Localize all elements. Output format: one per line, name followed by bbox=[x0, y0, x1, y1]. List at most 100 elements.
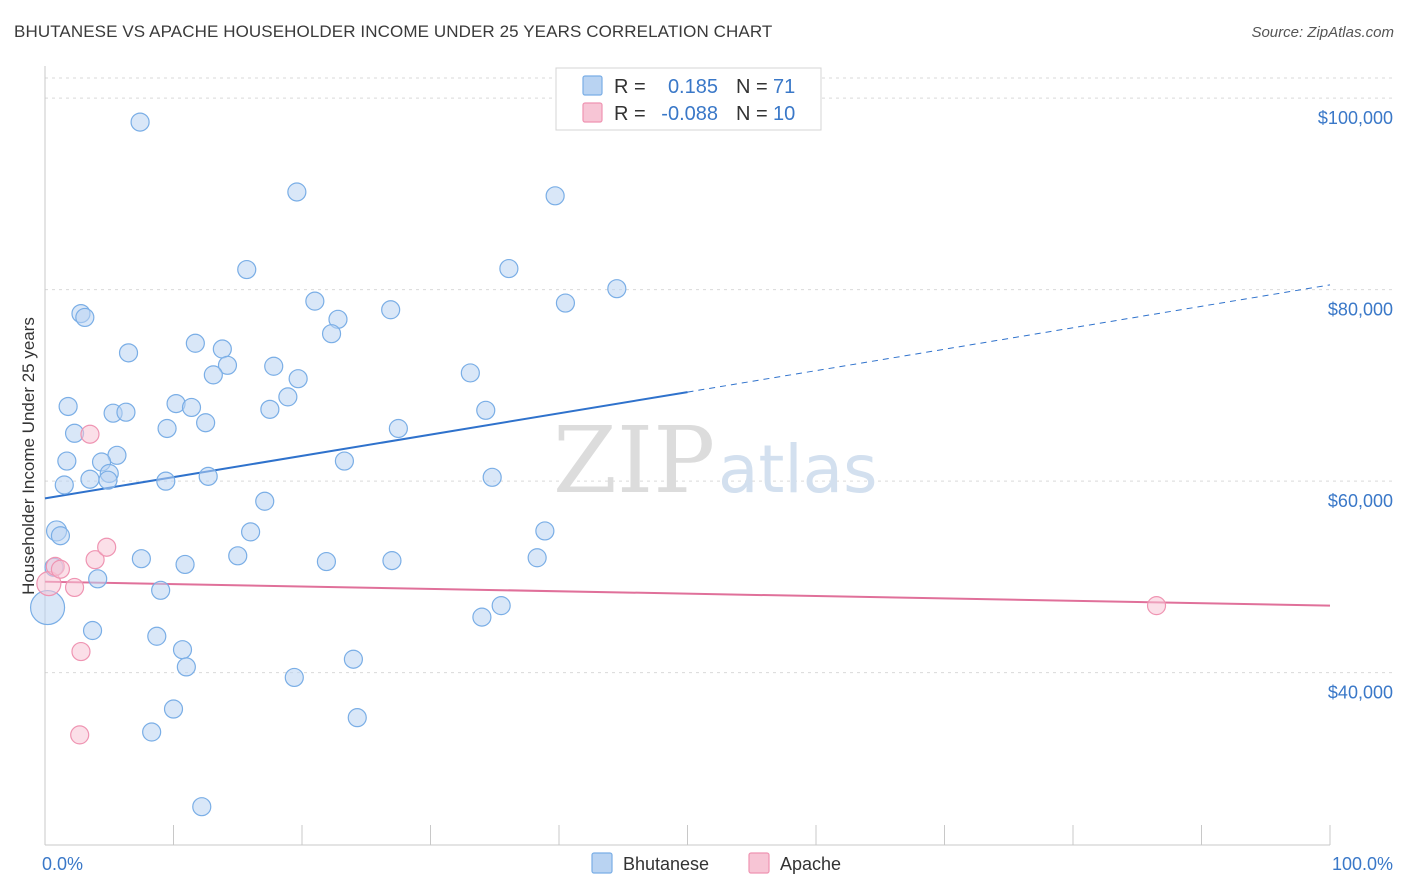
point-apache bbox=[97, 537, 117, 557]
source-label: Source: ZipAtlas.com bbox=[1251, 24, 1394, 41]
point-bhutanese bbox=[460, 363, 480, 383]
point-bhutanese bbox=[499, 258, 519, 279]
trend-line-bhutanese bbox=[44, 391, 688, 500]
point-bhutanese bbox=[287, 182, 307, 202]
point-bhutanese bbox=[118, 343, 139, 363]
y-tick-label: $100,000 bbox=[1318, 108, 1393, 128]
point-bhutanese bbox=[181, 397, 202, 418]
point-bhutanese bbox=[196, 413, 216, 433]
point-apache bbox=[85, 550, 105, 570]
watermark-atlas: atlas bbox=[718, 431, 878, 508]
point-bhutanese bbox=[545, 186, 565, 206]
point-bhutanese bbox=[54, 475, 74, 495]
point-bhutanese bbox=[58, 396, 78, 417]
point-apache bbox=[70, 725, 90, 745]
point-bhutanese bbox=[142, 722, 162, 742]
legend-r-value: -0.088 bbox=[661, 103, 718, 125]
point-bhutanese bbox=[284, 667, 304, 688]
trend-extension-bhutanese bbox=[687, 284, 1331, 393]
point-bhutanese bbox=[491, 596, 511, 616]
legend-n-value: 71 bbox=[773, 76, 795, 98]
point-bhutanese bbox=[278, 387, 298, 407]
y-tick-labels: $100,000 $80,000 $60,000 $40,000 bbox=[1318, 108, 1393, 703]
legend-swatch-apache bbox=[582, 102, 603, 123]
legend-n-value: 10 bbox=[773, 103, 795, 125]
data-points bbox=[29, 112, 1167, 817]
point-bhutanese bbox=[334, 451, 355, 471]
point-bhutanese bbox=[50, 526, 71, 546]
point-bhutanese bbox=[482, 467, 502, 487]
point-bhutanese bbox=[88, 569, 108, 589]
point-bhutanese bbox=[185, 333, 205, 353]
point-bhutanese bbox=[343, 649, 363, 669]
bottom-legend-swatch-bhutanese bbox=[591, 852, 613, 874]
y-tick-label: $60,000 bbox=[1328, 491, 1393, 511]
point-bhutanese bbox=[264, 356, 284, 376]
point-bhutanese bbox=[607, 279, 627, 299]
point-bhutanese bbox=[82, 620, 103, 641]
y-axis-label: Householder Income Under 25 years bbox=[19, 317, 38, 595]
legend-r-label: R = bbox=[614, 76, 646, 98]
point-bhutanese bbox=[228, 546, 248, 566]
axes bbox=[44, 66, 1331, 846]
point-apache bbox=[80, 424, 100, 444]
point-bhutanese bbox=[192, 797, 212, 817]
point-bhutanese bbox=[203, 365, 223, 385]
legend-n-label: N = bbox=[736, 76, 768, 98]
y-tick-label: $40,000 bbox=[1328, 683, 1393, 703]
point-bhutanese bbox=[288, 369, 308, 389]
point-bhutanese bbox=[388, 418, 408, 439]
trend-lines bbox=[44, 284, 1331, 607]
point-apache bbox=[64, 577, 85, 598]
bottom-legend-label-bhutanese: Bhutanese bbox=[623, 854, 709, 874]
point-bhutanese bbox=[172, 640, 193, 660]
point-bhutanese bbox=[241, 522, 261, 542]
point-bhutanese bbox=[163, 699, 184, 719]
point-bhutanese bbox=[217, 355, 238, 375]
point-bhutanese bbox=[57, 451, 77, 471]
point-apache bbox=[71, 641, 91, 662]
x-tick-labels: 0.0% 100.0% bbox=[42, 854, 1393, 874]
point-bhutanese bbox=[476, 400, 496, 420]
x-tick-label-min: 0.0% bbox=[42, 854, 83, 874]
point-bhutanese bbox=[131, 549, 151, 569]
point-bhutanese bbox=[116, 402, 136, 422]
watermark-zip: ZIP bbox=[553, 407, 715, 514]
point-bhutanese bbox=[157, 418, 177, 439]
point-bhutanese bbox=[321, 324, 342, 344]
point-bhutanese bbox=[305, 291, 325, 311]
point-bhutanese bbox=[212, 339, 232, 359]
point-bhutanese bbox=[382, 551, 402, 571]
trend-line-apache bbox=[44, 580, 1331, 607]
chart-title: BHUTANESE VS APACHE HOUSEHOLDER INCOME U… bbox=[14, 22, 773, 41]
point-bhutanese bbox=[130, 112, 150, 132]
legend-r-value: 0.185 bbox=[668, 76, 718, 98]
point-bhutanese bbox=[147, 626, 167, 646]
point-bhutanese bbox=[555, 293, 576, 313]
point-bhutanese bbox=[198, 466, 218, 486]
bottom-legend-label-apache: Apache bbox=[780, 854, 841, 874]
point-bhutanese bbox=[175, 554, 195, 575]
gridlines bbox=[45, 77, 1392, 674]
point-bhutanese bbox=[156, 471, 176, 491]
legend-r-label: R = bbox=[614, 103, 646, 125]
point-bhutanese bbox=[80, 469, 100, 489]
watermark: ZIP atlas bbox=[553, 407, 878, 514]
y-tick-label: $80,000 bbox=[1328, 300, 1393, 320]
point-bhutanese bbox=[527, 548, 547, 568]
point-bhutanese bbox=[260, 399, 280, 419]
point-bhutanese bbox=[347, 708, 367, 728]
bottom-legend-swatch-apache bbox=[748, 852, 770, 874]
legend-swatch-bhutanese bbox=[582, 75, 603, 96]
point-bhutanese bbox=[316, 551, 337, 572]
point-bhutanese bbox=[535, 521, 555, 541]
bottom-legend: Bhutanese Apache bbox=[591, 852, 841, 874]
point-bhutanese bbox=[237, 259, 257, 280]
point-apache bbox=[50, 559, 71, 579]
point-bhutanese bbox=[176, 657, 196, 677]
point-bhutanese bbox=[98, 470, 118, 490]
legend-n-label: N = bbox=[736, 103, 768, 125]
point-bhutanese bbox=[151, 580, 171, 600]
x-tick-label-max: 100.0% bbox=[1332, 854, 1393, 874]
